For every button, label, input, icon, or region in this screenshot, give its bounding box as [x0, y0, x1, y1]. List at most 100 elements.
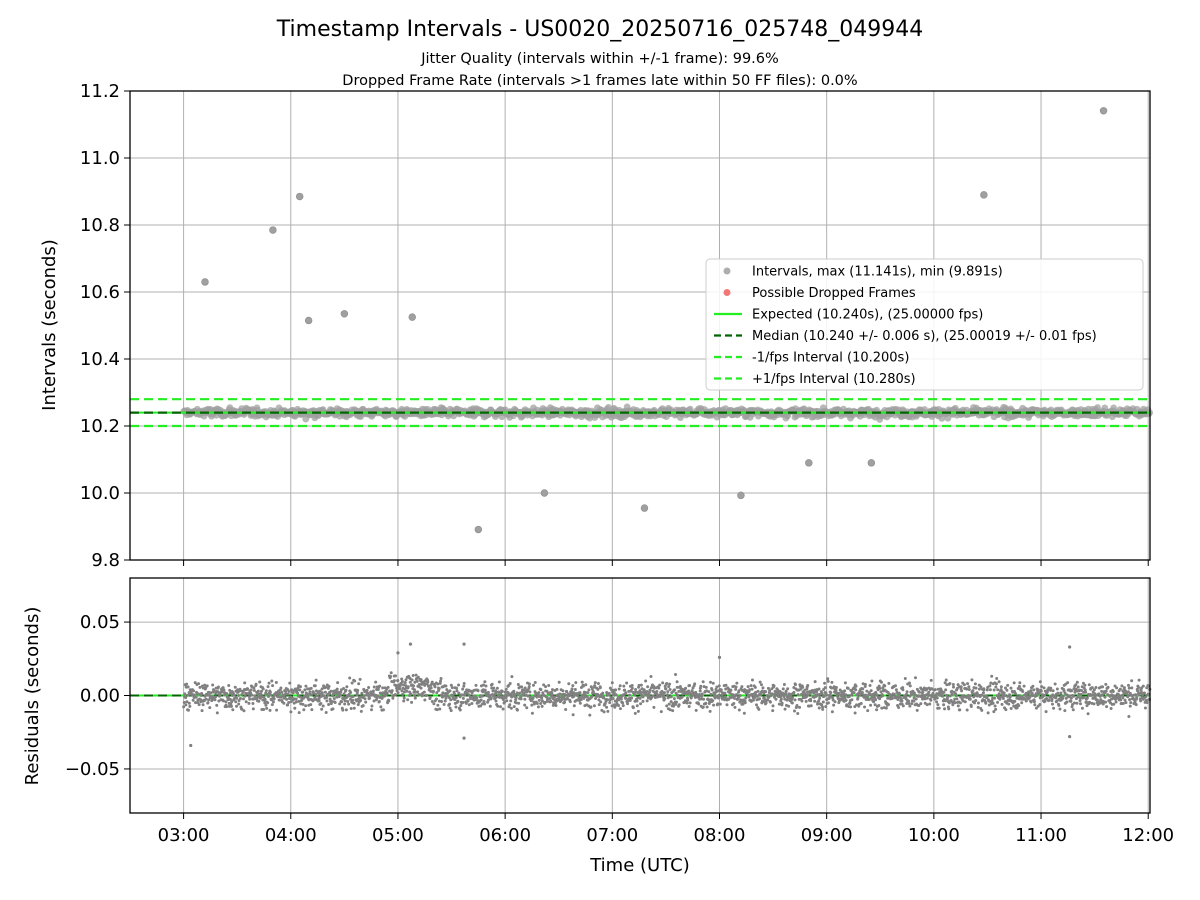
residual-point	[435, 691, 439, 695]
residual-point	[868, 693, 872, 697]
residual-point	[500, 689, 504, 693]
residual-point	[823, 681, 827, 685]
residual-point	[981, 691, 985, 695]
residual-point	[800, 699, 804, 703]
residual-point	[347, 702, 351, 706]
residual-point	[475, 696, 479, 700]
residual-point	[438, 707, 442, 711]
residual-point	[381, 708, 385, 712]
residual-point	[783, 707, 787, 711]
residual-point	[996, 688, 1000, 692]
residual-point	[279, 686, 283, 690]
residual-point	[717, 693, 721, 697]
residual-point	[456, 700, 460, 704]
residual-point	[590, 694, 594, 698]
x-tick-label: 10:00	[908, 825, 960, 846]
residual-point	[668, 687, 672, 691]
residual-point	[464, 701, 468, 705]
residual-point	[1130, 679, 1134, 683]
residual-point	[320, 707, 324, 711]
residual-point	[611, 697, 615, 701]
residual-point	[508, 703, 512, 707]
residual-point	[309, 703, 313, 707]
x-tick-label: 06:00	[479, 825, 531, 846]
interval-outlier-point	[1099, 107, 1108, 115]
residual-point	[675, 700, 679, 704]
residual-point	[426, 680, 430, 684]
residual-point	[480, 694, 484, 698]
residual-point	[921, 690, 925, 694]
residual-point	[884, 706, 888, 710]
top-y-tick-label: 10.6	[80, 282, 120, 303]
residual-point	[364, 700, 368, 704]
residual-point	[943, 707, 947, 711]
residual-point	[1138, 691, 1142, 695]
residual-point	[671, 702, 675, 706]
residual-point	[849, 705, 853, 709]
x-tick-label: 07:00	[586, 825, 638, 846]
residual-point	[950, 692, 954, 696]
residual-point	[448, 689, 452, 693]
residual-point	[449, 698, 453, 702]
residual-point	[318, 689, 322, 693]
residual-point	[565, 696, 569, 700]
residual-point	[183, 692, 187, 696]
residual-point	[980, 708, 984, 712]
residual-point	[667, 685, 671, 689]
residual-point	[772, 684, 776, 688]
top-x-tick-marks	[183, 560, 1149, 566]
residual-point	[356, 688, 360, 692]
residual-point	[861, 687, 865, 691]
residual-point	[1066, 681, 1070, 685]
residual-point	[606, 709, 610, 713]
residual-point	[804, 699, 808, 703]
residual-point	[690, 689, 694, 693]
residual-point	[390, 689, 394, 693]
residual-point	[862, 695, 866, 699]
residual-point	[947, 707, 951, 711]
residual-point	[702, 697, 706, 701]
residual-point	[1054, 696, 1058, 700]
residual-point	[352, 706, 356, 710]
residual-point	[430, 699, 434, 703]
residual-point	[738, 694, 742, 698]
residual-point	[1134, 693, 1138, 697]
residual-point	[1051, 689, 1055, 693]
residual-point	[182, 705, 186, 709]
residual-point	[1031, 694, 1035, 698]
residual-point	[1123, 698, 1127, 702]
residual-point	[361, 704, 365, 708]
residual-point	[192, 689, 196, 693]
residual-point	[853, 711, 857, 715]
residual-point	[338, 702, 342, 706]
residual-point	[927, 693, 931, 697]
residual-point	[672, 704, 676, 708]
residual-point	[813, 680, 817, 684]
residual-point	[238, 696, 242, 700]
residual-point	[930, 687, 934, 691]
residual-point	[296, 691, 300, 695]
residual-point	[411, 673, 415, 677]
residual-point	[898, 692, 902, 696]
residual-point	[927, 690, 931, 694]
residual-point	[847, 695, 851, 699]
residual-point	[905, 690, 909, 694]
residual-point	[818, 696, 822, 700]
residual-point	[204, 697, 208, 701]
residual-point	[865, 689, 869, 693]
top-y-tick-label: 11.2	[80, 81, 120, 102]
residual-point	[256, 689, 260, 693]
residual-point	[673, 688, 677, 692]
residual-point	[592, 691, 596, 695]
residual-point	[509, 706, 513, 710]
residual-point	[226, 695, 230, 699]
residual-point	[574, 681, 578, 685]
residual-point	[555, 687, 559, 691]
residual-point	[1078, 702, 1082, 706]
residual-point	[1022, 684, 1026, 688]
residual-point	[936, 687, 940, 691]
residual-point	[618, 707, 622, 711]
residual-point	[1079, 689, 1083, 693]
residual-point	[349, 690, 353, 694]
residual-point	[845, 703, 849, 707]
